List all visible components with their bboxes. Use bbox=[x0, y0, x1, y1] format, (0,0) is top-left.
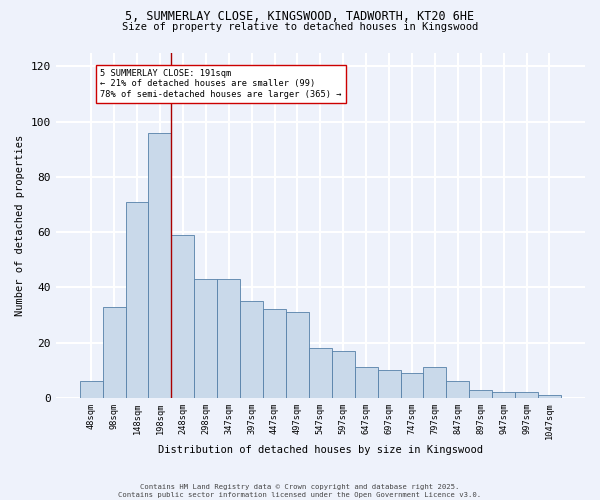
Bar bbox=[538, 395, 561, 398]
Bar bbox=[103, 306, 125, 398]
Bar bbox=[424, 368, 446, 398]
Bar bbox=[309, 348, 332, 398]
Bar bbox=[148, 132, 172, 398]
Bar bbox=[240, 301, 263, 398]
Bar bbox=[125, 202, 148, 398]
Bar bbox=[469, 390, 492, 398]
Text: 5, SUMMERLAY CLOSE, KINGSWOOD, TADWORTH, KT20 6HE: 5, SUMMERLAY CLOSE, KINGSWOOD, TADWORTH,… bbox=[125, 10, 475, 23]
Bar bbox=[263, 310, 286, 398]
Bar bbox=[377, 370, 401, 398]
Bar bbox=[446, 382, 469, 398]
Bar bbox=[80, 382, 103, 398]
Bar bbox=[286, 312, 309, 398]
Text: 5 SUMMERLAY CLOSE: 191sqm
← 21% of detached houses are smaller (99)
78% of semi-: 5 SUMMERLAY CLOSE: 191sqm ← 21% of detac… bbox=[100, 69, 341, 99]
Bar bbox=[492, 392, 515, 398]
Bar bbox=[401, 373, 424, 398]
X-axis label: Distribution of detached houses by size in Kingswood: Distribution of detached houses by size … bbox=[158, 445, 483, 455]
Bar bbox=[515, 392, 538, 398]
Text: Size of property relative to detached houses in Kingswood: Size of property relative to detached ho… bbox=[122, 22, 478, 32]
Y-axis label: Number of detached properties: Number of detached properties bbox=[15, 134, 25, 316]
Text: Contains HM Land Registry data © Crown copyright and database right 2025.
Contai: Contains HM Land Registry data © Crown c… bbox=[118, 484, 482, 498]
Bar bbox=[217, 279, 240, 398]
Bar bbox=[332, 351, 355, 398]
Bar bbox=[172, 235, 194, 398]
Bar bbox=[355, 368, 377, 398]
Bar bbox=[194, 279, 217, 398]
